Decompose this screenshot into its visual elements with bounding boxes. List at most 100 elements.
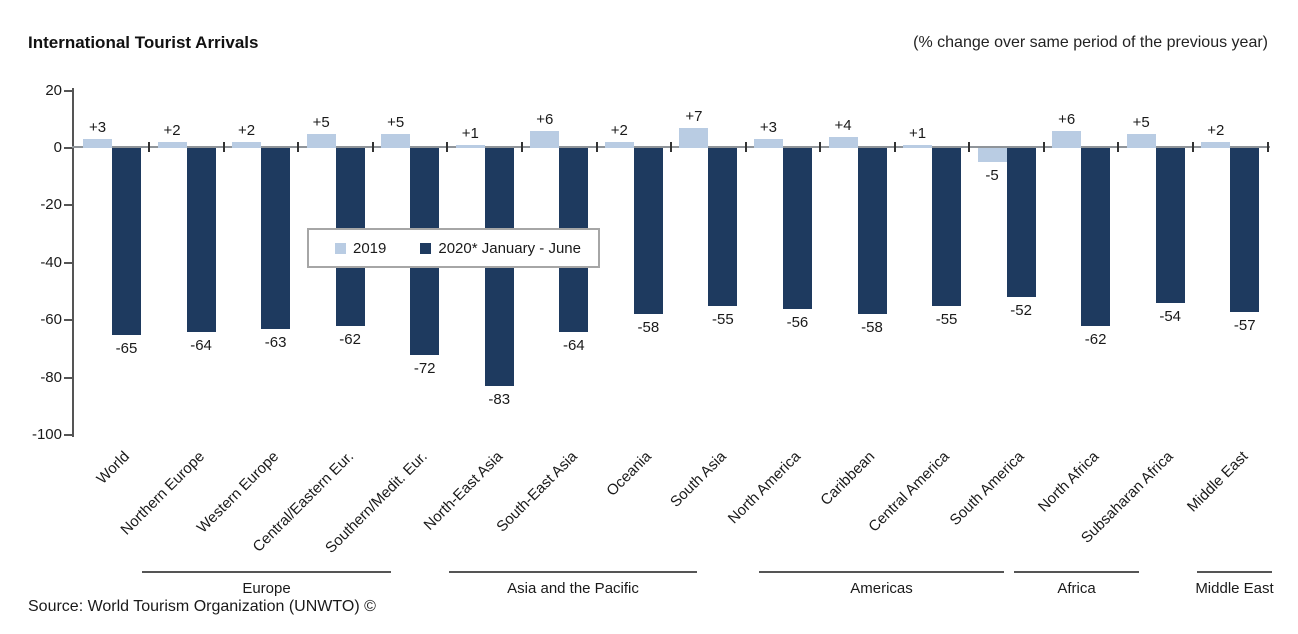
category-label: South Asia <box>666 448 730 511</box>
bar-2020 <box>633 148 663 315</box>
category-boundary-tick <box>1191 142 1194 152</box>
value-label-2019: +5 <box>387 113 405 131</box>
y-axis-tick-label: 20 <box>45 81 62 99</box>
y-axis-tick-label: 0 <box>53 139 62 156</box>
category-boundary-tick <box>148 142 151 152</box>
bar-2019 <box>679 127 709 148</box>
bar-2020 <box>932 148 962 306</box>
value-label-2020: -58 <box>861 319 883 337</box>
category-boundary-tick <box>1266 142 1269 152</box>
bar-2020 <box>782 148 812 309</box>
bar-2019 <box>83 139 112 148</box>
category-label: North-East Asia <box>420 448 506 534</box>
category-boundary-tick <box>446 142 449 152</box>
y-axis-tick <box>64 89 72 92</box>
value-label-2019: +2 <box>163 122 181 140</box>
category-boundary-tick <box>371 142 374 152</box>
bar-2020 <box>1155 148 1185 303</box>
value-label-2019: +6 <box>536 110 554 128</box>
bar-2019 <box>455 145 485 148</box>
region-group-line <box>759 571 1004 573</box>
region-group-line <box>142 571 391 573</box>
y-axis-tick <box>64 376 72 379</box>
value-label-2020: -55 <box>935 310 958 328</box>
value-label-2020: -72 <box>413 359 436 377</box>
bar-2020 <box>1006 148 1036 298</box>
bar-2020 <box>261 148 291 329</box>
bar-2019 <box>1126 133 1156 148</box>
legend-swatch-icon <box>335 242 346 254</box>
category-boundary-tick <box>521 142 524 152</box>
y-axis-tick <box>64 319 72 322</box>
region-group-line <box>1197 571 1272 573</box>
legend-swatch-icon <box>420 242 432 254</box>
value-label-2020: -64 <box>190 336 212 354</box>
category-label: South America <box>946 448 1028 530</box>
value-label-2020: -64 <box>562 336 585 354</box>
y-axis-tick-label: -40 <box>40 253 62 271</box>
region-group-line <box>449 571 697 573</box>
value-label-2020: -83 <box>488 391 511 409</box>
legend-label: 2019 <box>353 239 387 257</box>
bar-2019 <box>306 133 336 148</box>
value-label-2019: +2 <box>238 122 256 140</box>
value-label-2019: +5 <box>312 113 330 131</box>
bar-2019 <box>604 142 634 148</box>
category-label: Central America <box>865 448 954 536</box>
category-boundary-tick <box>893 142 896 152</box>
region-group-label: Africa <box>1057 580 1096 597</box>
y-axis-tick <box>64 204 72 207</box>
category-label: North America <box>724 448 804 528</box>
value-label-2020: -65 <box>115 339 138 357</box>
bar-2019 <box>530 130 560 148</box>
value-label-2020: -63 <box>264 333 287 351</box>
bar-2020 <box>112 148 141 335</box>
category-boundary-tick <box>744 142 747 152</box>
value-label-2019: +6 <box>1058 110 1076 128</box>
bar-2020 <box>857 148 887 315</box>
category-boundary-tick <box>968 142 971 152</box>
y-axis-line <box>72 88 74 437</box>
value-label-2020: -62 <box>339 330 361 348</box>
bar-2019 <box>977 148 1007 163</box>
value-label-2019: +2 <box>1207 122 1225 140</box>
category-label: World <box>93 448 134 488</box>
value-label-2020: -52 <box>1010 302 1032 320</box>
value-label-2020: -57 <box>1233 316 1256 334</box>
bar-2020 <box>708 148 738 306</box>
legend-box: 2019 2020* January - June <box>307 228 600 268</box>
y-axis-tick-label: -100 <box>31 426 62 443</box>
category-boundary-tick <box>819 142 822 152</box>
category-label: North Africa <box>1034 448 1103 516</box>
y-axis-tick <box>64 261 72 264</box>
region-group-label: Middle East <box>1195 580 1274 597</box>
value-label-2019: +3 <box>759 119 777 137</box>
value-label-2019: +4 <box>834 116 852 134</box>
value-label-2019: +2 <box>610 122 628 140</box>
value-label-2019: +5 <box>1132 113 1150 131</box>
value-label-2020: -56 <box>786 313 809 331</box>
value-label-2020: -55 <box>712 310 734 328</box>
value-label-2019: +3 <box>88 119 107 137</box>
region-group-line <box>1014 571 1139 573</box>
category-label: Middle East <box>1183 448 1252 516</box>
bar-2019 <box>157 142 187 148</box>
category-label: Caribbean <box>817 448 879 509</box>
bar-2020 <box>186 148 216 332</box>
value-label-2020: -54 <box>1159 307 1182 325</box>
bar-2019 <box>1201 142 1231 148</box>
y-axis-tick <box>64 147 72 149</box>
category-boundary-tick <box>1042 142 1045 152</box>
bar-2020 <box>1081 148 1111 326</box>
bar-2019 <box>903 145 933 148</box>
bar-2019 <box>828 136 858 148</box>
legend-label: 2020* January - June <box>438 239 581 257</box>
category-boundary-tick <box>595 142 598 152</box>
bar-2019 <box>753 139 783 148</box>
source-note: Source: World Tourism Organization (UNWT… <box>28 598 376 615</box>
legend-entry: 2019 <box>335 240 386 257</box>
value-label-2020: -58 <box>637 319 660 337</box>
chart-subtitle: (% change over same period of the previo… <box>913 34 1268 51</box>
